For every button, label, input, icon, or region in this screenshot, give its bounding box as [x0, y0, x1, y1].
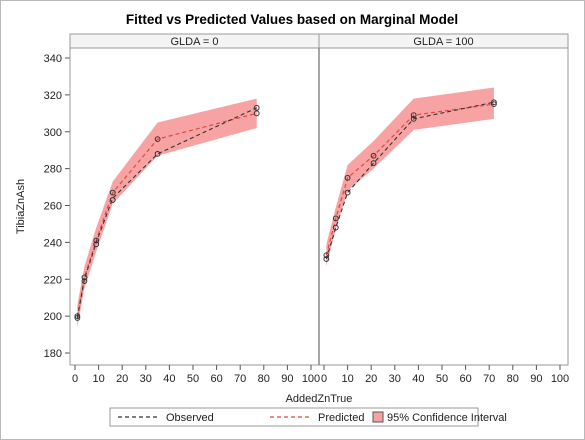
x-tick-label: 80: [258, 373, 270, 385]
x-tick-label: 90: [530, 373, 542, 385]
data-point: [154, 136, 161, 143]
observed-line: [76, 107, 257, 319]
legend-ci-label: 95% Confidence Interval: [387, 412, 507, 424]
x-tick-label: 10: [92, 373, 104, 385]
legend-predicted-label: Predicted: [318, 412, 364, 424]
x-tick-label: 60: [210, 373, 222, 385]
x-tick-label: 30: [389, 373, 401, 385]
chart-title: Fitted vs Predicted Values based on Marg…: [126, 12, 458, 27]
data-point: [344, 174, 351, 181]
x-tick-label: 20: [116, 373, 128, 385]
observed-line: [325, 101, 495, 260]
x-tick-label: 100: [551, 373, 569, 385]
y-tick-label: 180: [44, 348, 62, 360]
x-tick-label: 50: [436, 373, 448, 385]
data-point: [370, 160, 377, 166]
legend-ci-swatch: [372, 411, 384, 423]
panel-label: GLDA = 100: [413, 36, 473, 48]
data-point: [323, 256, 330, 262]
y-tick-label: 200: [44, 311, 62, 323]
x-axis-label: AddedZnTrue: [286, 393, 353, 405]
data-point: [74, 315, 81, 321]
data-point: [491, 101, 497, 107]
data-point: [109, 189, 116, 196]
data-point: [253, 104, 260, 111]
x-tick-label: 70: [234, 373, 246, 385]
data-point: [344, 189, 351, 196]
y-tick-label: 320: [44, 90, 62, 102]
data-point: [93, 237, 100, 244]
x-tick-label: 40: [163, 373, 175, 385]
x-tick-label: 70: [483, 373, 495, 385]
y-tick-label: 300: [44, 127, 62, 139]
data-point: [332, 224, 339, 231]
data-point: [370, 152, 377, 159]
x-tick-label: 30: [140, 373, 152, 385]
data-point: [81, 278, 88, 284]
data-point: [410, 115, 417, 122]
data-point: [491, 99, 497, 106]
data-point: [332, 215, 339, 222]
x-tick-label: 80: [507, 373, 519, 385]
confidence-band: [77, 98, 257, 328]
y-tick-label: 260: [44, 201, 62, 213]
panel-label: GLDA = 0: [170, 36, 218, 48]
x-tick-label: 50: [187, 373, 199, 385]
data-point: [93, 241, 100, 248]
x-tick-label: 0: [72, 373, 78, 385]
y-tick-label: 220: [44, 274, 62, 286]
data-point: [109, 197, 116, 203]
data-point: [253, 110, 260, 117]
y-tick-label: 240: [44, 237, 62, 249]
x-tick-label: 20: [365, 373, 377, 385]
data-point: [81, 274, 88, 281]
y-tick-label: 280: [44, 164, 62, 176]
x-tick-label: 10: [341, 373, 353, 385]
legend-observed-label: Observed: [166, 412, 214, 424]
data-point: [410, 112, 417, 119]
x-tick-label: 40: [412, 373, 424, 385]
y-tick-label: 340: [44, 53, 62, 65]
x-tick-label: 0: [321, 373, 327, 385]
y-axis-label: TibiaZnAsh: [15, 179, 27, 234]
data-point: [323, 252, 330, 259]
x-tick-label: 100: [302, 373, 320, 385]
x-tick-label: 60: [459, 373, 471, 385]
data-point: [154, 150, 161, 157]
data-point: [74, 313, 81, 320]
predicted-line: [325, 103, 495, 256]
x-tick-label: 90: [281, 373, 293, 385]
